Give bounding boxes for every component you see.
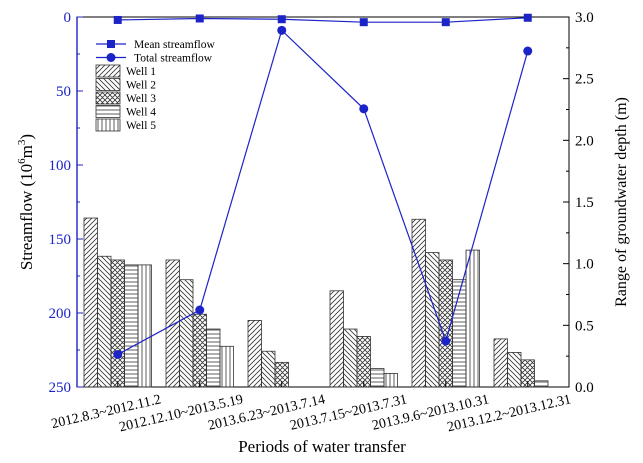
marker-total-streamflow-3	[359, 104, 369, 114]
left-tick-label-5: 250	[49, 380, 72, 396]
legend-label-well-1: Well 1	[126, 66, 156, 78]
bar-well-4-1	[206, 328, 221, 388]
y-axis-left-label-main: Streamflow (10	[17, 164, 36, 270]
bar-well-1-0	[83, 217, 98, 388]
line-total-streamflow	[117, 29, 529, 355]
y-axis-left-label-sup: 6	[16, 158, 28, 164]
x-axis-label: Periods of water transfer	[238, 437, 406, 456]
legend-swatch-well-4	[95, 105, 121, 118]
bar-well-1-2	[247, 319, 262, 388]
bar-well-2-1	[179, 279, 194, 388]
right-tick-label-6: 3.0	[575, 10, 594, 26]
left-tick-label-3: 150	[49, 232, 72, 248]
right-axis: 0.0 0.5 1.0 1.5 2.0 2.5 3.0	[563, 10, 594, 396]
legend-swatch-well-1	[95, 64, 121, 78]
marker-total-streamflow-1	[195, 305, 205, 315]
marker-mean-streamflow-3	[359, 18, 368, 27]
bar-well-1-3	[329, 290, 344, 388]
marker-mean-streamflow-1	[195, 14, 204, 23]
marker-total-streamflow-4	[441, 336, 451, 346]
right-tick-label-5: 2.5	[575, 72, 594, 88]
bar-well-4-4	[452, 279, 467, 388]
bar-well-3-3	[356, 336, 371, 388]
bar-well-2-4	[425, 252, 440, 388]
left-tick-label-1: 50	[56, 84, 71, 100]
bar-well-5-0	[137, 264, 152, 388]
marker-mean-streamflow-4	[441, 18, 450, 27]
left-tick-label-4: 200	[49, 306, 72, 322]
bar-well-2-3	[343, 328, 358, 388]
y-axis-left-label-sup2: 3	[16, 139, 28, 145]
y-axis-left-label-close: )	[17, 134, 36, 140]
legend-label-well-4: Well 4	[126, 107, 156, 119]
lines-layer	[113, 13, 533, 359]
legend-swatch-well-2	[95, 78, 121, 91]
bar-well-4-0	[124, 264, 139, 388]
marker-total-streamflow-0	[113, 349, 123, 359]
legend-marker-mean-streamflow	[107, 40, 115, 48]
legend-swatch-well-3	[95, 91, 121, 105]
legend-marker-total-streamflow	[106, 53, 116, 62]
legend-label-well-2: Well 2	[126, 80, 156, 92]
left-axis: 0 50 100 150 200 250	[49, 10, 83, 396]
y-axis-left-label: Streamflow (106m3)	[16, 134, 36, 270]
bar-well-4-3	[370, 368, 385, 388]
bar-well-3-1	[192, 313, 207, 388]
bar-well-5-4	[465, 249, 480, 388]
bars-layer	[83, 217, 549, 388]
x-axis: 2012.8.3~2012.11.22012.12.10~2013.5.1920…	[50, 381, 573, 435]
marker-mean-streamflow-5	[523, 13, 532, 22]
left-tick-label-0: 0	[64, 10, 72, 26]
bar-well-1-5	[493, 338, 508, 388]
bar-well-3-0	[110, 259, 125, 388]
marker-mean-streamflow-0	[113, 15, 122, 24]
bar-well-2-5	[507, 352, 522, 388]
marker-total-streamflow-2	[277, 25, 287, 35]
bar-well-2-0	[97, 255, 112, 388]
bar-well-1-4	[411, 218, 426, 388]
marker-total-streamflow-5	[523, 46, 533, 56]
legend-swatch-well-5	[95, 118, 121, 132]
line-mean-streamflow	[117, 17, 528, 23]
bar-well-5-3	[383, 373, 398, 388]
legend-label-well-5: Well 5	[126, 120, 156, 132]
right-tick-label-2: 1.0	[575, 257, 594, 273]
left-tick-label-2: 100	[49, 158, 72, 174]
bar-well-5-1	[219, 345, 234, 388]
right-tick-label-0: 0.0	[575, 380, 594, 396]
y-axis-right-label: Range of groundwater depth (m)	[613, 97, 630, 307]
bar-well-1-1	[165, 259, 180, 388]
right-tick-label-3: 1.5	[575, 195, 594, 211]
legend-label-total-streamflow: Total streamflow	[134, 53, 213, 65]
right-tick-label-4: 2.0	[575, 133, 594, 149]
marker-mean-streamflow-2	[277, 15, 286, 24]
right-tick-label-1: 0.5	[575, 318, 594, 334]
legend-label-well-3: Well 3	[126, 93, 156, 105]
bar-well-2-2	[261, 350, 276, 388]
y-axis-left-label-unit: m	[17, 145, 36, 158]
bar-well-4-5	[534, 380, 549, 388]
legend-label-mean-streamflow: Mean streamflow	[134, 39, 215, 51]
